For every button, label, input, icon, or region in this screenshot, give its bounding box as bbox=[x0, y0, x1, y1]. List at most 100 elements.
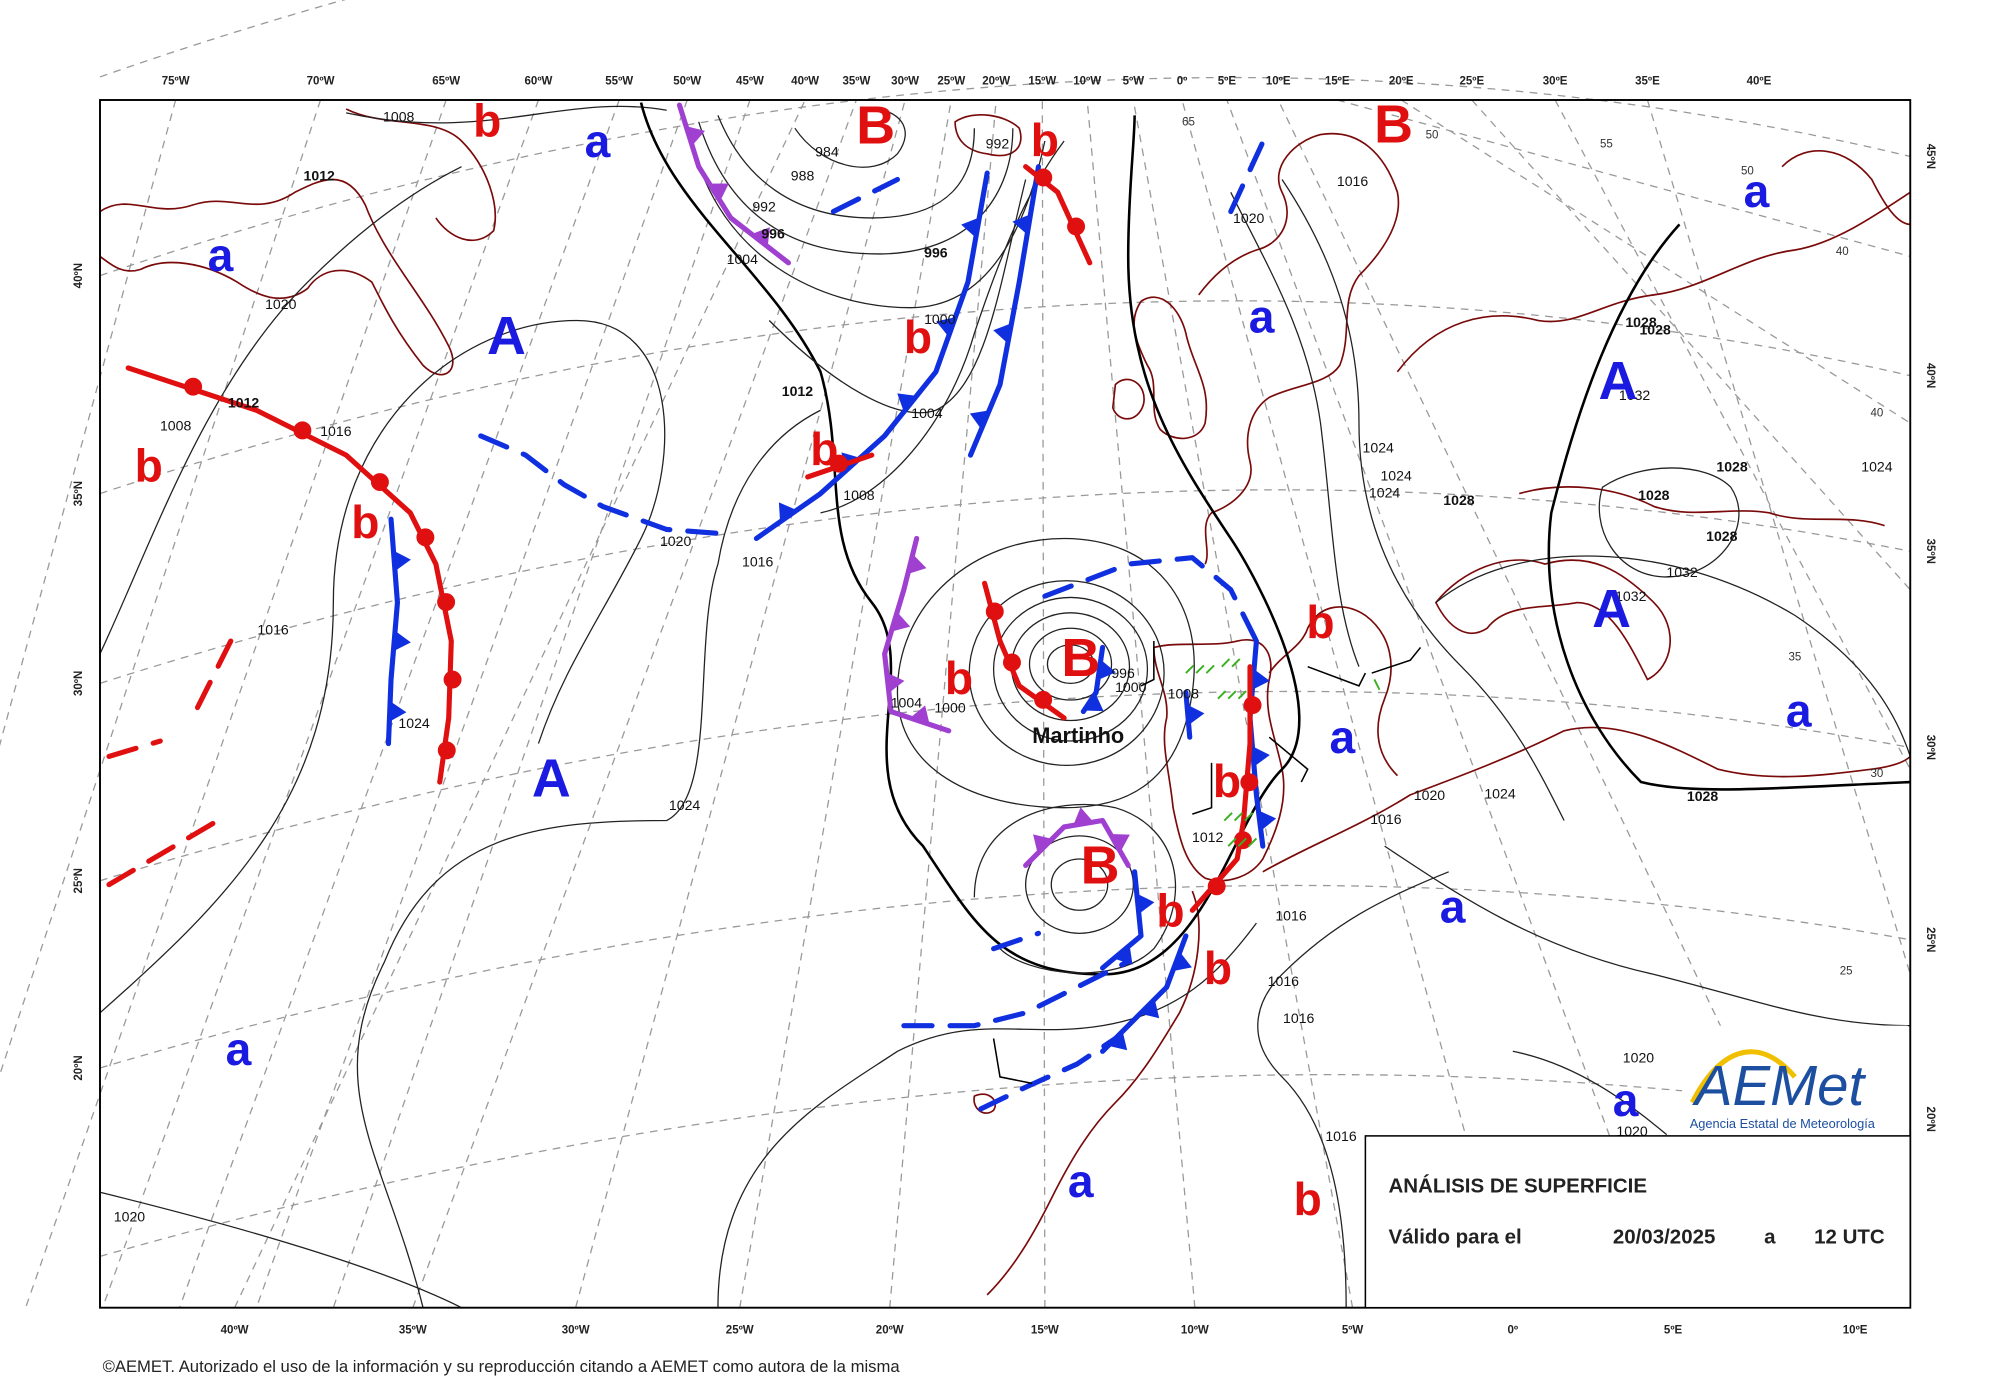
warm-front-symbol bbox=[1034, 168, 1053, 187]
isobar-label: 1000 bbox=[1115, 679, 1147, 695]
isobar-label: 996 bbox=[761, 225, 785, 241]
top-longitude-label: 65ºW bbox=[432, 76, 460, 88]
isobar-label: 1028 bbox=[1706, 528, 1738, 544]
meridian bbox=[234, 99, 806, 1308]
meridian bbox=[332, 99, 751, 1308]
legend-date: 20/03/2025 bbox=[1613, 1226, 1716, 1249]
isobar-label: 984 bbox=[815, 143, 839, 159]
isobar-label: 1000 bbox=[934, 700, 966, 716]
warm-front-symbol bbox=[1067, 217, 1086, 236]
isobar-label: 1008 bbox=[1168, 686, 1200, 702]
meridian bbox=[1400, 99, 1911, 424]
isobar-label: 1028 bbox=[1687, 788, 1719, 804]
top-longitude-label: 30ºW bbox=[891, 76, 919, 88]
occ-front-symbol bbox=[1110, 834, 1130, 852]
isobar-label: 1028 bbox=[1639, 321, 1671, 337]
cold-front-symbol bbox=[993, 323, 1012, 344]
occ-front-symbol bbox=[751, 227, 770, 247]
storm-name: Martinho bbox=[1032, 723, 1124, 748]
left-latitude-label: 40ºN bbox=[73, 263, 85, 288]
right-latitude-label: 45ºN bbox=[1924, 144, 1936, 169]
cold-front bbox=[1228, 125, 1272, 215]
isobar-label: 992 bbox=[986, 136, 1010, 152]
map-frame bbox=[99, 99, 1912, 1309]
occ-front bbox=[882, 535, 952, 734]
pressure-center: b bbox=[473, 95, 501, 147]
meridian bbox=[1277, 99, 1856, 1308]
cold-front bbox=[991, 930, 1042, 952]
pressure-center: b bbox=[1294, 1173, 1322, 1225]
cold-front-symbol bbox=[936, 317, 956, 337]
meridian bbox=[889, 99, 997, 1308]
occ-front-symbol bbox=[907, 554, 927, 575]
isobar-label: 1012 bbox=[228, 395, 260, 411]
warm-front bbox=[106, 817, 221, 888]
cold-front-symbol bbox=[1097, 659, 1116, 681]
meridian bbox=[25, 99, 447, 1308]
pressure-center: a bbox=[585, 115, 611, 167]
warm-front-symbol bbox=[829, 454, 848, 473]
cold-front-symbol bbox=[1012, 214, 1031, 235]
isobar-label: 1032 bbox=[1666, 564, 1698, 580]
warm-front-symbol bbox=[1233, 831, 1252, 850]
isobar-label: 1016 bbox=[1325, 1128, 1357, 1144]
cold-front-symbol bbox=[1172, 951, 1192, 972]
occ-front-symbol bbox=[1033, 834, 1053, 854]
isobar-label: 1020 bbox=[660, 533, 692, 549]
bottom-longitude-label: 30ºW bbox=[562, 1324, 590, 1336]
meridian bbox=[1646, 99, 1911, 975]
top-longitude-label: 30ºE bbox=[1543, 76, 1568, 88]
isobar-label: 1008 bbox=[843, 487, 875, 503]
pressure-center: b bbox=[1306, 596, 1334, 648]
cold-front-symbol bbox=[969, 410, 990, 430]
copyright: ©AEMET. Autorizado el uso de la informac… bbox=[103, 1357, 901, 1376]
meridian bbox=[0, 99, 322, 1076]
pressure-center: a bbox=[1786, 684, 1812, 736]
isobar-label: 1024 bbox=[398, 715, 430, 731]
isobar-label: 1004 bbox=[891, 695, 923, 711]
bottom-longitude-label: 40ºW bbox=[221, 1324, 249, 1336]
pressure-center: b bbox=[1031, 114, 1059, 166]
cold-front-symbol bbox=[1108, 1031, 1128, 1051]
graticule-label: 40 bbox=[1836, 246, 1849, 258]
cold-front-symbol bbox=[1186, 704, 1205, 725]
warm-front-symbol bbox=[1243, 696, 1262, 715]
isobar-label: 1008 bbox=[383, 109, 415, 125]
top-longitude-label: 70ºW bbox=[307, 76, 335, 88]
graticule-label: 25 bbox=[1840, 965, 1853, 977]
coastlines bbox=[99, 108, 1911, 1296]
meridian bbox=[0, 99, 177, 747]
pressure-center: a bbox=[1329, 711, 1355, 763]
left-latitude-label: 35ºN bbox=[73, 481, 85, 506]
isobar-label: 1016 bbox=[742, 554, 774, 570]
right-latitude-label: 25ºN bbox=[1924, 927, 1936, 952]
isobar-label: 1012 bbox=[782, 383, 814, 399]
isobar-label: 1012 bbox=[304, 168, 336, 184]
isobar-label: 992 bbox=[752, 198, 776, 214]
isobar-label: 1012 bbox=[1192, 829, 1224, 845]
bottom-longitude-label: 15ºW bbox=[1031, 1324, 1059, 1336]
cold-front-symbol bbox=[897, 393, 917, 412]
top-longitude-label: 5ºE bbox=[1218, 76, 1237, 88]
pressure-center: a bbox=[226, 1023, 252, 1075]
warm-front-symbol bbox=[1207, 877, 1226, 896]
pressure-center: a bbox=[1068, 1155, 1094, 1207]
cold-front bbox=[830, 176, 900, 215]
warm-front-symbol bbox=[985, 602, 1004, 621]
top-longitude-label: 60ºW bbox=[525, 76, 553, 88]
warm-front-symbol bbox=[416, 528, 435, 547]
occ-front-symbol bbox=[891, 611, 911, 632]
pressure-center: A bbox=[532, 748, 571, 808]
pressure-center: a bbox=[1744, 165, 1770, 217]
warm-front-symbol bbox=[1002, 653, 1021, 672]
legend-title: ANÁLISIS DE SUPERFICIE bbox=[1388, 1174, 1647, 1197]
left-latitude-label: 30ºN bbox=[73, 671, 85, 696]
pressure-center: A bbox=[1592, 579, 1631, 639]
isobar-label: 1028 bbox=[1716, 459, 1748, 475]
logo: AEMet Agencia Estatal de Meteorología bbox=[1682, 1025, 1908, 1134]
pressure-center: a bbox=[208, 229, 234, 281]
top-longitude-label: 20ºW bbox=[982, 76, 1010, 88]
isobar-label: 1032 bbox=[1619, 387, 1651, 403]
bottom-longitude-label: 0º bbox=[1508, 1324, 1519, 1336]
isobar-label: 996 bbox=[924, 245, 948, 261]
